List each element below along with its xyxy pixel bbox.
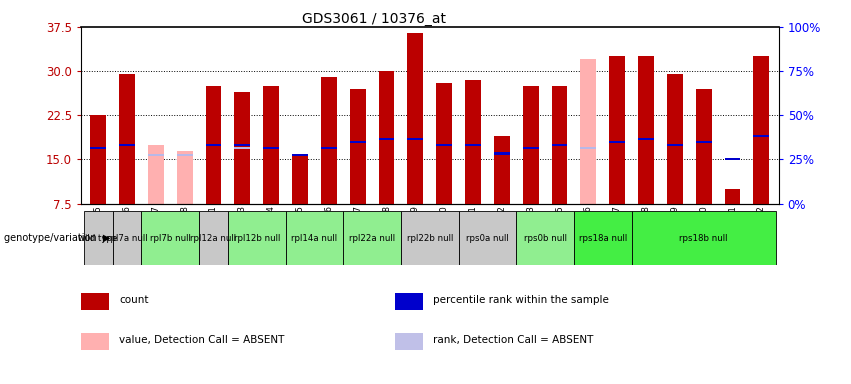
- Bar: [437, 83, 452, 204]
- Bar: [234, 144, 250, 146]
- Bar: [292, 154, 308, 156]
- Text: rpl22b null: rpl22b null: [407, 233, 453, 243]
- Bar: [286, 211, 343, 265]
- Bar: [119, 74, 135, 204]
- Bar: [379, 138, 394, 140]
- Bar: [234, 147, 250, 149]
- Text: rpl12a null: rpl12a null: [191, 233, 237, 243]
- Bar: [523, 147, 539, 149]
- Bar: [177, 151, 192, 204]
- Bar: [263, 147, 279, 149]
- Bar: [350, 141, 366, 143]
- Bar: [459, 211, 517, 265]
- Bar: [753, 56, 769, 204]
- Bar: [465, 144, 481, 146]
- Text: rps0a null: rps0a null: [466, 233, 509, 243]
- Bar: [292, 156, 308, 204]
- Bar: [148, 154, 163, 156]
- Bar: [321, 77, 337, 204]
- Bar: [350, 89, 366, 204]
- Bar: [263, 86, 279, 204]
- Bar: [206, 86, 221, 204]
- Text: rps18b null: rps18b null: [679, 233, 728, 243]
- Bar: [580, 59, 597, 204]
- Bar: [494, 136, 510, 204]
- Bar: [234, 92, 250, 204]
- Bar: [112, 211, 141, 265]
- Text: rps0b null: rps0b null: [523, 233, 567, 243]
- Bar: [199, 211, 228, 265]
- Bar: [177, 154, 192, 156]
- Bar: [395, 333, 423, 350]
- Bar: [408, 33, 423, 204]
- Text: rank, Detection Call = ABSENT: rank, Detection Call = ABSENT: [433, 335, 594, 345]
- Bar: [551, 144, 568, 146]
- Bar: [609, 56, 625, 204]
- Bar: [148, 145, 163, 204]
- Bar: [228, 211, 286, 265]
- Bar: [631, 211, 776, 265]
- Bar: [437, 144, 452, 146]
- Bar: [141, 211, 199, 265]
- Text: rpl22a null: rpl22a null: [349, 233, 395, 243]
- Text: count: count: [119, 295, 149, 305]
- Bar: [517, 211, 574, 265]
- Bar: [724, 189, 740, 204]
- Bar: [321, 147, 337, 149]
- Bar: [523, 86, 539, 204]
- Bar: [609, 141, 625, 143]
- Text: genotype/variation  ▶: genotype/variation ▶: [4, 233, 111, 243]
- Text: rpl12b null: rpl12b null: [233, 233, 280, 243]
- Text: rpl14a null: rpl14a null: [291, 233, 338, 243]
- Text: rpl7b null: rpl7b null: [150, 233, 191, 243]
- Text: rpl7a null: rpl7a null: [106, 233, 147, 243]
- Bar: [395, 293, 423, 310]
- Title: GDS3061 / 10376_at: GDS3061 / 10376_at: [302, 12, 446, 26]
- Bar: [667, 144, 683, 146]
- Bar: [81, 333, 109, 350]
- Bar: [574, 211, 631, 265]
- Bar: [465, 80, 481, 204]
- Bar: [551, 86, 568, 204]
- Bar: [81, 293, 109, 310]
- Bar: [206, 144, 221, 146]
- Bar: [753, 135, 769, 137]
- Bar: [90, 147, 106, 149]
- Bar: [90, 115, 106, 204]
- Text: value, Detection Call = ABSENT: value, Detection Call = ABSENT: [119, 335, 284, 345]
- Bar: [343, 211, 401, 265]
- Bar: [638, 56, 654, 204]
- Text: percentile rank within the sample: percentile rank within the sample: [433, 295, 609, 305]
- Bar: [234, 92, 250, 204]
- Bar: [580, 147, 597, 149]
- Bar: [83, 211, 112, 265]
- Text: wild type: wild type: [78, 233, 117, 243]
- Bar: [379, 71, 394, 204]
- Bar: [667, 74, 683, 204]
- Text: rps18a null: rps18a null: [579, 233, 627, 243]
- Bar: [638, 138, 654, 140]
- Bar: [401, 211, 459, 265]
- Bar: [696, 89, 711, 204]
- Bar: [119, 144, 135, 146]
- Bar: [724, 158, 740, 161]
- Bar: [408, 138, 423, 140]
- Bar: [696, 141, 711, 143]
- Bar: [494, 152, 510, 154]
